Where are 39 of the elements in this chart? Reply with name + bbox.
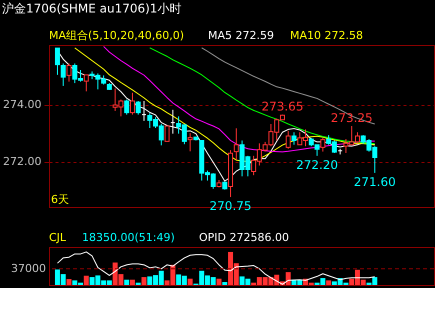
series-label: 18350.00(51:49) — [82, 231, 175, 244]
candlestick — [136, 100, 141, 116]
bar — [130, 280, 135, 285]
annotation: 270.75 — [210, 199, 252, 214]
legend-title: CJL — [49, 231, 67, 244]
bar — [142, 277, 146, 285]
candlestick — [286, 130, 291, 150]
y-tick-label: 272.00 — [3, 155, 42, 168]
candlestick — [234, 128, 239, 160]
candlestick — [130, 92, 135, 116]
bar — [222, 282, 228, 285]
candlestick — [292, 132, 296, 146]
text: 37000 — [11, 262, 46, 275]
legend-title: MA组合(5,10,20,40,60,0) — [49, 29, 184, 42]
candlestick — [188, 132, 193, 152]
candlestick — [164, 126, 170, 142]
candlestick — [84, 74, 89, 92]
text: MA5 272.59 — [208, 29, 274, 42]
bar — [188, 278, 193, 285]
line-series — [149, 47, 376, 144]
text: MA10 272.58 — [290, 29, 363, 42]
bar — [84, 276, 89, 285]
line-series — [201, 47, 376, 125]
annotation: 271.60 — [354, 174, 396, 189]
chart-title: 沪金1706(SHME au1706)1小时 — [2, 2, 182, 16]
bar — [124, 280, 130, 285]
annotation: 6天 — [51, 193, 69, 206]
annotation: 273.65 — [261, 100, 304, 114]
candlestick — [124, 99, 130, 116]
bar — [326, 280, 332, 285]
annotation: 272.20 — [296, 158, 338, 172]
y-tick-label: 274.00 — [3, 98, 42, 112]
candlestick — [54, 48, 60, 76]
bar — [216, 278, 222, 285]
candlestick — [320, 137, 326, 152]
candlestick — [66, 62, 72, 82]
bar — [66, 279, 72, 285]
candlestick — [60, 62, 66, 86]
series-label: OPID 272586.00 — [199, 231, 289, 244]
